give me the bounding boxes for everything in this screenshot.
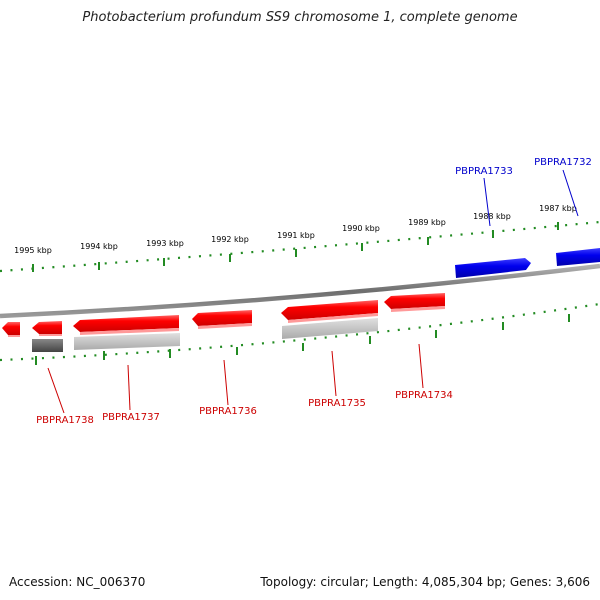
reverse-leader-lines (47, 343, 424, 414)
kbp-label: 1988 kbp (473, 212, 511, 221)
gene-pbpra1733[interactable] (455, 258, 531, 278)
feature-box-dark (32, 339, 63, 352)
feature-box-light (282, 318, 378, 339)
diagram-title: Photobacterium profundum SS9 chromosome … (82, 10, 518, 25)
gene-fragment[interactable] (2, 322, 20, 337)
gene-label[interactable]: PBPRA1734 (395, 390, 453, 401)
gene-pbpra1738[interactable] (32, 321, 62, 336)
kbp-label: 1990 kbp (342, 224, 380, 233)
forward-major-ticks (32, 222, 559, 272)
kbp-label: 1991 kbp (277, 231, 315, 240)
forward-tick-track (0, 220, 600, 273)
kbp-label: 1993 kbp (146, 239, 184, 248)
gene-label[interactable]: PBPRA1732 (534, 157, 592, 168)
gene-pbpra1734[interactable] (384, 293, 445, 312)
gene-pbpra1736[interactable] (192, 310, 252, 329)
reverse-tick-track (0, 302, 600, 362)
gene-label[interactable]: PBPRA1737 (102, 412, 160, 423)
forward-leader-lines (483, 169, 579, 227)
gene-pbpra1735[interactable] (281, 300, 378, 323)
accession-text: Accession: NC_006370 (9, 575, 146, 589)
kbp-label: 1989 kbp (408, 218, 446, 227)
kbp-label: 1995 kbp (14, 246, 52, 255)
gene-label[interactable]: PBPRA1736 (199, 406, 257, 417)
kbp-label: 1994 kbp (80, 242, 118, 251)
gene-label[interactable]: PBPRA1735 (308, 398, 366, 409)
gene-pbpra1737[interactable] (73, 315, 179, 335)
gene-pbpra1732[interactable] (556, 248, 600, 266)
feature-box-light (74, 333, 180, 350)
kbp-label: 1992 kbp (211, 235, 249, 244)
gene-label[interactable]: PBPRA1733 (455, 166, 513, 177)
kbp-label: 1987 kbp (539, 204, 577, 213)
reverse-major-ticks (35, 314, 570, 365)
chromosome-backbone (0, 263, 600, 319)
gene-label[interactable]: PBPRA1738 (36, 415, 94, 426)
genome-summary-text: Topology: circular; Length: 4,085,304 bp… (260, 575, 590, 589)
